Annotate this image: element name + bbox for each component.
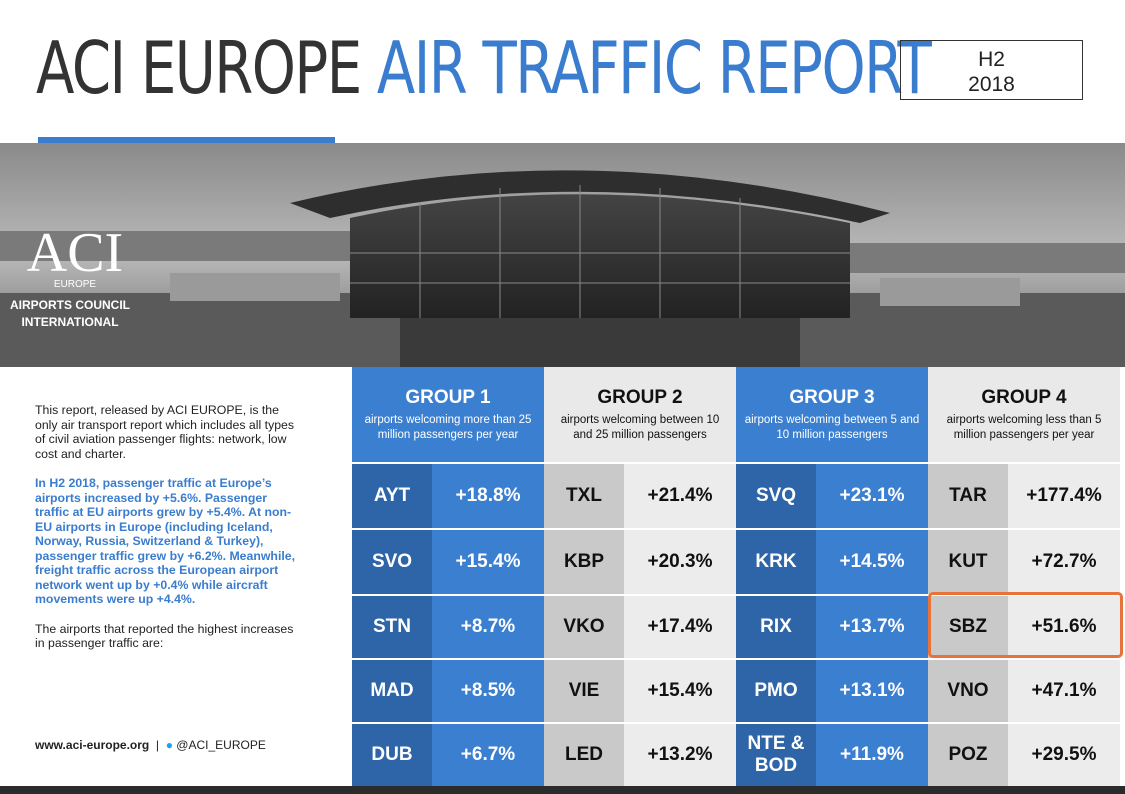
airport-code: STN bbox=[352, 596, 432, 658]
bottom-strip bbox=[0, 786, 1125, 794]
airport-row: MAD +8.5% bbox=[352, 658, 544, 722]
airport-row: SVQ +23.1% bbox=[736, 462, 928, 528]
airport-row: KRK +14.5% bbox=[736, 528, 928, 594]
airport-code: TXL bbox=[544, 464, 624, 528]
group-subtitle: airports welcoming between 5 and 10 mill… bbox=[744, 414, 920, 441]
intro-text: The airports that reported the highest i… bbox=[35, 621, 294, 651]
traffic-change: +15.4% bbox=[432, 530, 544, 594]
intro-highlight: In H2 2018, passenger traffic at Europe’… bbox=[35, 476, 296, 606]
group-column: GROUP 4 airports welcoming less than 5 mi… bbox=[928, 367, 1120, 786]
airport-code: DUB bbox=[352, 724, 432, 786]
airport-row: NTE & BOD +11.9% bbox=[736, 722, 928, 786]
traffic-change: +72.7% bbox=[1008, 530, 1120, 594]
header-photo: ACI EUROPE AIRPORTS COUNCIL INTERNATIONA… bbox=[0, 143, 1125, 367]
airport-row: LED +13.2% bbox=[544, 722, 736, 786]
airport-code: POZ bbox=[928, 724, 1008, 786]
airport-row: VNO +47.1% bbox=[928, 658, 1120, 722]
website[interactable]: www.aci-europe.org bbox=[35, 738, 150, 752]
group-title: GROUP 1 bbox=[405, 387, 491, 408]
airport-row: PMO +13.1% bbox=[736, 658, 928, 722]
airport-code: KUT bbox=[928, 530, 1008, 594]
traffic-change: +14.5% bbox=[816, 530, 928, 594]
traffic-change: +8.5% bbox=[432, 660, 544, 722]
airport-row: VKO +17.4% bbox=[544, 594, 736, 658]
traffic-change: +177.4% bbox=[1008, 464, 1120, 528]
twitter-handle[interactable]: @ACI_EUROPE bbox=[176, 738, 266, 752]
airport-code: NTE & BOD bbox=[736, 724, 816, 786]
airport-row: RIX +13.7% bbox=[736, 594, 928, 658]
group-header: GROUP 4 airports welcoming less than 5 mi… bbox=[928, 367, 1120, 462]
airport-row: SVO +15.4% bbox=[352, 528, 544, 594]
airport-code: TAR bbox=[928, 464, 1008, 528]
accent-bar bbox=[38, 137, 335, 143]
logo-name: AIRPORTS COUNCIL bbox=[10, 298, 130, 312]
airport-code: LED bbox=[544, 724, 624, 786]
traffic-change: +18.8% bbox=[432, 464, 544, 528]
airport-row: POZ +29.5% bbox=[928, 722, 1120, 786]
title-main: ACI EUROPE bbox=[36, 26, 362, 110]
airport-row: STN +8.7% bbox=[352, 594, 544, 658]
airport-row: TXL +21.4% bbox=[544, 462, 736, 528]
group-header: GROUP 1 airports welcoming more than 25 m… bbox=[352, 367, 544, 462]
airport-code: VNO bbox=[928, 660, 1008, 722]
period: H2 bbox=[978, 48, 1005, 71]
group-title: GROUP 2 bbox=[597, 387, 683, 408]
airport-row: VIE +15.4% bbox=[544, 658, 736, 722]
group-title: GROUP 3 bbox=[789, 387, 875, 408]
title-accent: AIR TRAFFIC REPORT bbox=[376, 26, 932, 110]
highlight-box bbox=[928, 592, 1123, 658]
footer: www.aci-europe.org | ● @ACI_EUROPE bbox=[35, 738, 266, 752]
traffic-change: +17.4% bbox=[624, 596, 736, 658]
group-header: GROUP 2 airports welcoming between 10 and… bbox=[544, 367, 736, 462]
year: 2018 bbox=[968, 73, 1015, 96]
traffic-change: +20.3% bbox=[624, 530, 736, 594]
logo-name: INTERNATIONAL bbox=[21, 315, 118, 329]
airport-code: SVQ bbox=[736, 464, 816, 528]
traffic-change: +8.7% bbox=[432, 596, 544, 658]
traffic-change: +11.9% bbox=[816, 724, 928, 786]
logo-mark: ACI bbox=[27, 222, 123, 284]
traffic-change: +13.2% bbox=[624, 724, 736, 786]
group-header: GROUP 3 airports welcoming between 5 and … bbox=[736, 367, 928, 462]
traffic-change: +29.5% bbox=[1008, 724, 1120, 786]
airport-code: KBP bbox=[544, 530, 624, 594]
logo-region: EUROPE bbox=[54, 279, 97, 290]
airport-row: TAR +177.4% bbox=[928, 462, 1120, 528]
traffic-change: +6.7% bbox=[432, 724, 544, 786]
group-column: GROUP 3 airports welcoming between 5 and … bbox=[736, 367, 928, 786]
title: ACI EUROPE AIR TRAFFIC REPORT bbox=[36, 26, 932, 110]
traffic-change: +15.4% bbox=[624, 660, 736, 722]
airport-row: AYT +18.8% bbox=[352, 462, 544, 528]
airport-code: MAD bbox=[352, 660, 432, 722]
traffic-change: +51.6% bbox=[1008, 596, 1120, 658]
airport-row: KBP +20.3% bbox=[544, 528, 736, 594]
airport-code: VKO bbox=[544, 596, 624, 658]
airport-row: DUB +6.7% bbox=[352, 722, 544, 786]
airport-code: PMO bbox=[736, 660, 816, 722]
airport-row: SBZ +51.6% bbox=[928, 594, 1120, 658]
traffic-change: +21.4% bbox=[624, 464, 736, 528]
group-column: GROUP 2 airports welcoming between 10 and… bbox=[544, 367, 736, 786]
group-title: GROUP 4 bbox=[981, 387, 1067, 408]
airport-code: RIX bbox=[736, 596, 816, 658]
airport-row: KUT +72.7% bbox=[928, 528, 1120, 594]
group-subtitle: airports welcoming more than 25 million … bbox=[364, 414, 532, 441]
airport-code: KRK bbox=[736, 530, 816, 594]
group-subtitle: airports welcoming less than 5 million p… bbox=[946, 414, 1102, 441]
airport-code: SBZ bbox=[928, 596, 1008, 658]
intro: This report, released by ACI EUROPE, is … bbox=[35, 403, 300, 666]
group-subtitle: airports welcoming between 10 and 25 mil… bbox=[560, 414, 720, 441]
traffic-change: +47.1% bbox=[1008, 660, 1120, 722]
group-column: GROUP 1 airports welcoming more than 25 m… bbox=[352, 367, 544, 786]
intro-text: This report, released by ACI EUROPE, is … bbox=[35, 403, 295, 461]
traffic-change: +23.1% bbox=[816, 464, 928, 528]
airport-code: AYT bbox=[352, 464, 432, 528]
airport-code: SVO bbox=[352, 530, 432, 594]
period-box: H2 2018 bbox=[900, 40, 1083, 100]
traffic-change: +13.7% bbox=[816, 596, 928, 658]
traffic-change: +13.1% bbox=[816, 660, 928, 722]
airport-code: VIE bbox=[544, 660, 624, 722]
